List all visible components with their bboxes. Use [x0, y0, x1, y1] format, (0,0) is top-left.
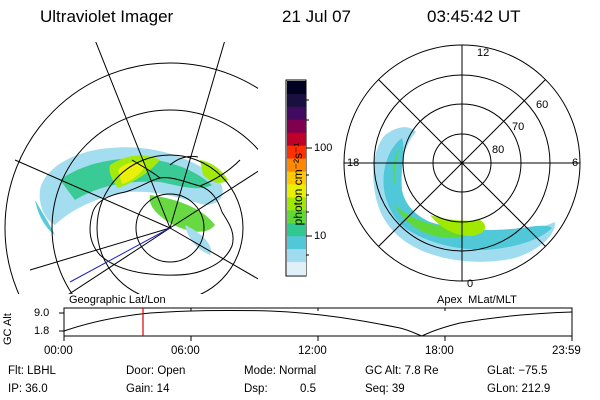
mlt-label-12: 12	[477, 47, 490, 59]
colorbar-cell	[287, 223, 306, 237]
geo-blue-line	[69, 227, 171, 283]
apex-map	[343, 44, 581, 282]
colorbar-tick-10: 10	[314, 230, 327, 242]
colorbar-cell	[287, 132, 306, 147]
date-label: 21 Jul 07	[282, 7, 351, 26]
colorbar	[285, 79, 312, 277]
mlt-label-0: 0	[467, 278, 474, 290]
colorbar-cell	[287, 145, 306, 160]
colorbar-cell	[287, 249, 306, 263]
dsp-label: Dsp:	[244, 383, 268, 395]
instrument-title: Ultraviolet Imager	[40, 7, 174, 26]
colorbar-cell	[287, 171, 306, 186]
colorbar-cell	[287, 119, 306, 134]
colorbar-cell	[287, 81, 306, 95]
timeline-xtick-0000: 00:00	[44, 345, 73, 357]
apex-mlt-lines	[344, 45, 580, 281]
colorbar-cell	[287, 236, 306, 250]
filter-info: Flt: LBHL	[8, 365, 56, 377]
apex-panel-label: Apex MLat/MLT	[437, 294, 517, 306]
mlat-label-70: 70	[512, 121, 525, 133]
seq-info: Seq: 39	[365, 383, 405, 395]
colorbar-tick-100: 100	[314, 142, 333, 154]
timeline-ylabel: GC Alt	[2, 313, 14, 345]
mlt-label-18: 18	[347, 157, 360, 169]
timeline-ytick-top: 9.0	[34, 307, 50, 319]
geo-lon-lines	[14, 42, 258, 294]
ip-info: IP: 36.0	[8, 383, 48, 395]
geo-lat-circles	[4, 62, 258, 294]
colorbar-unit-label: photon cm⁻²s⁻¹	[291, 142, 305, 226]
colorbar-cell	[287, 93, 306, 108]
altitude-curve	[63, 309, 573, 337]
colorbar-cell	[287, 262, 306, 276]
glat-info: GLat: −75.5	[487, 365, 548, 377]
mlat-label-80: 80	[492, 144, 505, 156]
geo-aurora	[35, 147, 228, 255]
mode-info: Mode: Normal	[244, 365, 317, 377]
geographic-panel-label: Geographic Lat/Lon	[69, 294, 166, 306]
time-label: 03:45:42 UT	[427, 7, 521, 26]
timeline-ytick-bottom: 1.8	[34, 325, 50, 337]
timeline-xtick-1800: 18:00	[425, 345, 454, 357]
gc-alt-info: GC Alt: 7.8 Re	[365, 365, 439, 377]
glon-info: GLon: 212.9	[487, 383, 551, 395]
colorbar-cell	[287, 106, 306, 121]
colorbar-cell	[287, 158, 306, 173]
timeline-xtick-0600: 06:00	[171, 345, 200, 357]
timeline-xtick-1200: 12:00	[298, 345, 327, 357]
dsp-value: 0.5	[300, 383, 316, 395]
geo-coastline	[89, 177, 234, 276]
gain-info: Gain: 14	[126, 383, 170, 395]
mlat-label-60: 60	[536, 99, 549, 111]
timeline-plot	[59, 307, 573, 341]
mlt-label-6: 6	[572, 157, 579, 169]
geographic-map	[4, 42, 258, 294]
timeline-xtick-2359: 23:59	[552, 345, 581, 357]
colorbar-cell	[287, 197, 306, 211]
apex-aurora	[373, 127, 556, 262]
colorbar-cell	[287, 184, 306, 198]
door-info: Door: Open	[126, 365, 186, 377]
colorbar-cell	[287, 210, 306, 224]
